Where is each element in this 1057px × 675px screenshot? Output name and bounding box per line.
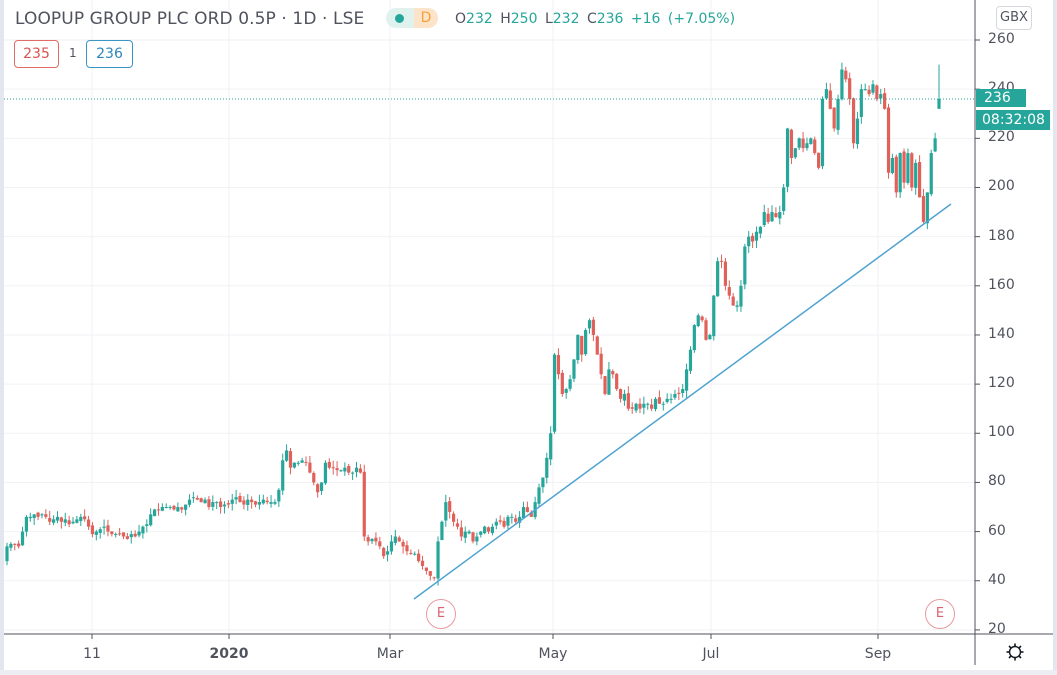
price-label: 200 [988, 178, 1015, 195]
high-label: H [500, 11, 511, 27]
time-label: Mar [376, 646, 404, 662]
left-border [0, 0, 4, 675]
settings-gear-icon[interactable] [1005, 642, 1025, 662]
sell-price-button[interactable]: 235 [14, 40, 59, 68]
earnings-event-marker[interactable]: E [426, 599, 456, 629]
bar-countdown-tag: 08:32:08 [976, 110, 1050, 130]
time-label: 11 [83, 646, 101, 662]
change-value: +16 (+7.05%) [630, 11, 736, 27]
price-label: 60 [988, 522, 1006, 539]
price-label: 260 [988, 31, 1015, 47]
price-label: 220 [988, 129, 1015, 146]
open-label: O [455, 11, 467, 27]
currency-button[interactable]: GBX [996, 6, 1032, 30]
market-open-dot-icon [395, 14, 404, 23]
price-label: 20 [988, 620, 1006, 637]
trend-line[interactable] [413, 203, 952, 600]
time-label: Jul [702, 646, 720, 662]
price-label: 140 [988, 325, 1015, 342]
time-axis-ticks [91, 634, 879, 639]
open-value: 232 [466, 11, 493, 27]
close-label: C [586, 11, 597, 27]
ohlc-legend: O232 H250 L232 C236 +16 (+7.05%) [455, 11, 735, 27]
candlestick-series [5, 62, 941, 586]
price-label: 120 [988, 375, 1015, 392]
chart-grid [4, 0, 975, 634]
high-value: 250 [510, 11, 538, 27]
interval-badge: D [414, 8, 438, 28]
low-label: L [544, 11, 553, 27]
price-label: 80 [988, 473, 1006, 490]
chart-title: LOOPUP GROUP PLC ORD 0.5P · 1D · LSE [15, 9, 365, 29]
price-label: 100 [988, 424, 1015, 441]
spread-value: 1 [69, 46, 77, 60]
price-label: 180 [988, 227, 1015, 244]
price-axis-ticks [975, 39, 980, 631]
current-price-tag: 236 [976, 89, 1026, 107]
time-label: Sep [864, 646, 892, 662]
time-label: 2020 [209, 646, 249, 662]
time-label: May [538, 646, 568, 662]
right-border [1053, 0, 1057, 675]
price-label: 40 [988, 571, 1006, 588]
earnings-event-marker[interactable]: E [925, 599, 955, 629]
bottom-border [0, 670, 1057, 675]
market-status-pill[interactable]: D [386, 8, 438, 28]
close-value: 236 [596, 11, 624, 27]
price-label: 160 [988, 276, 1015, 293]
buy-price-button[interactable]: 236 [86, 40, 133, 68]
low-value: 232 [552, 11, 580, 27]
